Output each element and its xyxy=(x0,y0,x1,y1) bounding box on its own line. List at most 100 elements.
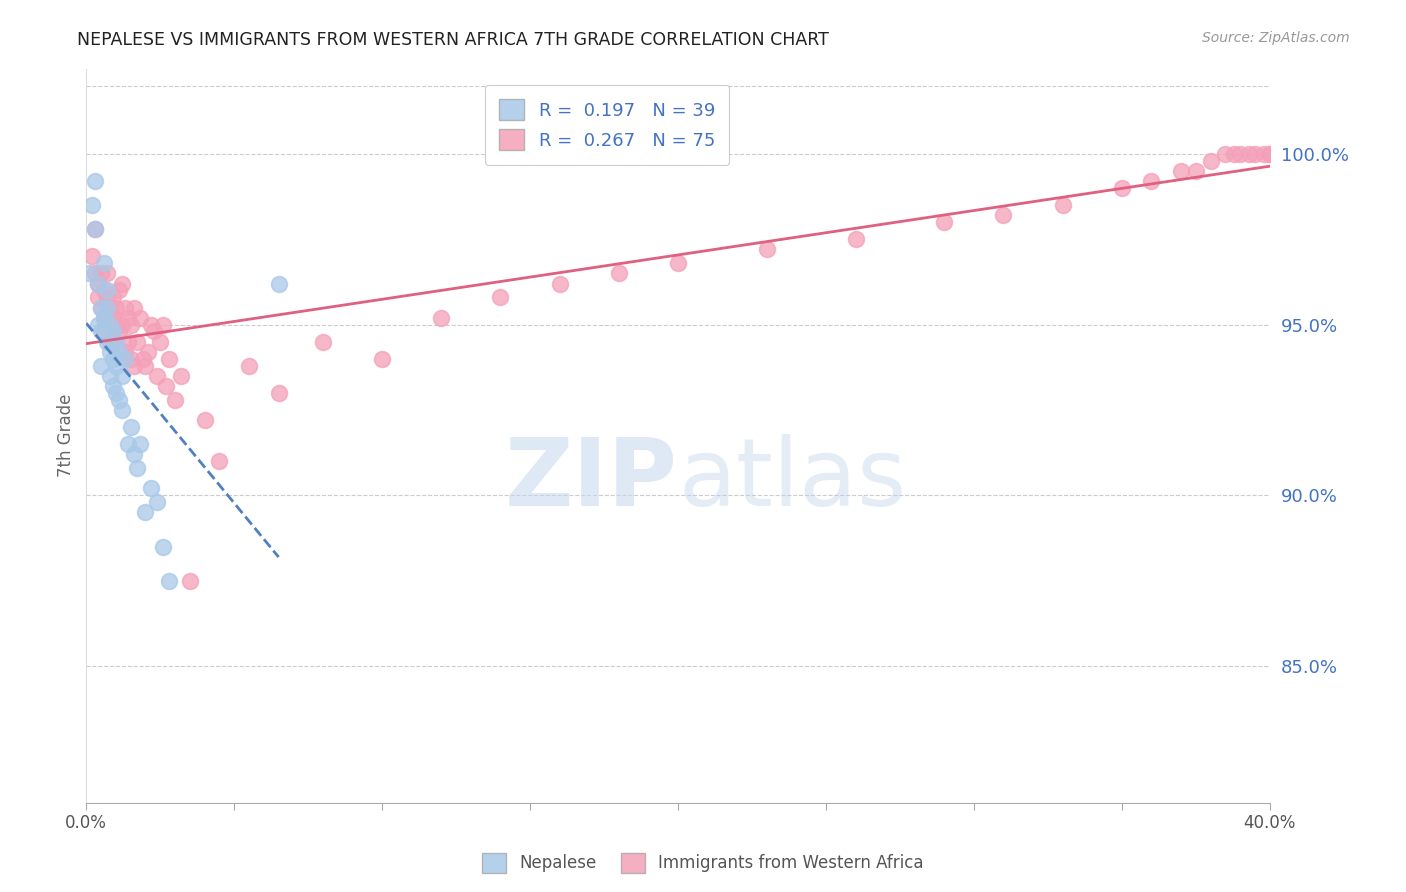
Point xyxy=(666,256,689,270)
Point xyxy=(1111,181,1133,195)
Point xyxy=(194,413,217,427)
Point xyxy=(238,359,260,373)
Point xyxy=(108,284,131,298)
Point xyxy=(96,301,118,315)
Point xyxy=(104,359,127,373)
Point xyxy=(117,437,139,451)
Point xyxy=(93,310,115,325)
Point xyxy=(1237,147,1260,161)
Point xyxy=(122,359,145,373)
Point xyxy=(87,277,110,291)
Point xyxy=(1052,198,1074,212)
Point xyxy=(104,318,127,332)
Point xyxy=(128,310,150,325)
Point xyxy=(548,277,571,291)
Point xyxy=(267,277,290,291)
Point xyxy=(312,334,335,349)
Point xyxy=(98,318,121,332)
Point xyxy=(93,325,115,339)
Point xyxy=(1229,147,1251,161)
Point xyxy=(993,208,1015,222)
Point xyxy=(101,310,124,325)
Point xyxy=(1258,147,1281,161)
Point xyxy=(101,351,124,366)
Point xyxy=(165,392,187,407)
Point xyxy=(108,345,131,359)
Point xyxy=(93,284,115,298)
Point xyxy=(117,334,139,349)
Point xyxy=(489,290,512,304)
Point xyxy=(120,351,142,366)
Point xyxy=(1244,147,1267,161)
Point xyxy=(93,256,115,270)
Point xyxy=(87,290,110,304)
Point xyxy=(114,345,136,359)
Point xyxy=(90,266,112,280)
Legend: Nepalese, Immigrants from Western Africa: Nepalese, Immigrants from Western Africa xyxy=(475,847,931,880)
Point xyxy=(143,325,166,339)
Point xyxy=(114,301,136,315)
Point xyxy=(98,368,121,383)
Point xyxy=(267,385,290,400)
Point xyxy=(96,266,118,280)
Point xyxy=(87,277,110,291)
Point xyxy=(141,318,163,332)
Point xyxy=(1253,147,1275,161)
Point xyxy=(84,222,107,236)
Point xyxy=(934,215,956,229)
Point xyxy=(120,420,142,434)
Point xyxy=(134,359,156,373)
Point xyxy=(152,318,174,332)
Text: ZIP: ZIP xyxy=(505,434,678,525)
Point xyxy=(101,379,124,393)
Point xyxy=(111,403,134,417)
Point xyxy=(84,266,107,280)
Point xyxy=(90,325,112,339)
Point xyxy=(84,222,107,236)
Point xyxy=(146,495,169,509)
Point xyxy=(157,574,180,588)
Legend: R =  0.197   N = 39, R =  0.267   N = 75: R = 0.197 N = 39, R = 0.267 N = 75 xyxy=(485,85,730,164)
Point xyxy=(1258,147,1281,161)
Point xyxy=(104,301,127,315)
Point xyxy=(146,368,169,383)
Point xyxy=(101,334,124,349)
Point xyxy=(96,334,118,349)
Point xyxy=(117,310,139,325)
Point xyxy=(157,351,180,366)
Point xyxy=(93,310,115,325)
Point xyxy=(111,277,134,291)
Point xyxy=(114,351,136,366)
Point xyxy=(179,574,201,588)
Point xyxy=(1184,164,1206,178)
Point xyxy=(120,318,142,332)
Text: atlas: atlas xyxy=(678,434,907,525)
Point xyxy=(82,249,104,263)
Point xyxy=(108,325,131,339)
Point xyxy=(96,284,118,298)
Point xyxy=(96,290,118,304)
Point xyxy=(111,368,134,383)
Point xyxy=(844,232,866,246)
Point xyxy=(755,243,778,257)
Point xyxy=(430,310,453,325)
Point xyxy=(607,266,630,280)
Point xyxy=(104,334,127,349)
Point xyxy=(125,334,148,349)
Point xyxy=(84,174,107,188)
Text: Source: ZipAtlas.com: Source: ZipAtlas.com xyxy=(1202,31,1350,45)
Point xyxy=(170,368,193,383)
Point xyxy=(104,385,127,400)
Point xyxy=(82,198,104,212)
Point xyxy=(371,351,394,366)
Point xyxy=(77,266,100,280)
Point xyxy=(1223,147,1246,161)
Point xyxy=(1170,164,1192,178)
Point xyxy=(152,540,174,554)
Point xyxy=(141,482,163,496)
Point xyxy=(1215,147,1237,161)
Point xyxy=(98,301,121,315)
Point xyxy=(149,334,172,349)
Point xyxy=(208,454,231,468)
Text: NEPALESE VS IMMIGRANTS FROM WESTERN AFRICA 7TH GRADE CORRELATION CHART: NEPALESE VS IMMIGRANTS FROM WESTERN AFRI… xyxy=(77,31,830,49)
